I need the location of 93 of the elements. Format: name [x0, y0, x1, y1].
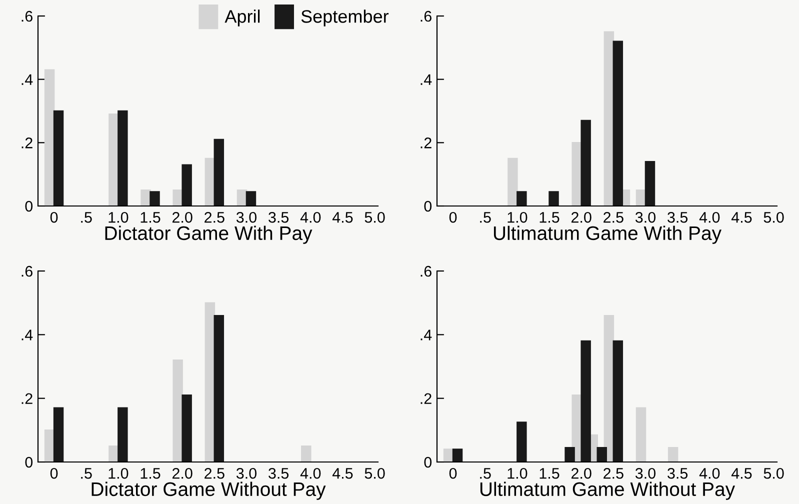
x-tick-label: 5.0 — [364, 212, 385, 223]
bar — [548, 191, 559, 206]
x-tick-label: 2.0 — [571, 468, 592, 479]
x-tick-label: 4.5 — [731, 212, 752, 223]
bar — [508, 158, 518, 206]
x-tick-label: 2.5 — [204, 468, 224, 479]
x-tick-label: 3.5 — [268, 468, 289, 479]
y-tick-label: .4 — [22, 330, 33, 340]
x-tick-label: .5 — [81, 468, 92, 479]
bar — [53, 407, 64, 462]
x-tick-label: 5.0 — [364, 468, 385, 479]
x-tick-label: 1.5 — [140, 212, 160, 223]
x-tick-label: 2.0 — [571, 212, 592, 223]
x-tick-label: 0 — [449, 468, 457, 479]
y-tick-label: 0 — [424, 200, 432, 212]
x-tick-label: 3.0 — [635, 212, 656, 223]
x-tick-label: 2.5 — [204, 212, 224, 223]
x-tick-label: 4.0 — [300, 468, 321, 479]
x-tick-label: 2.0 — [172, 212, 192, 223]
x-tick-label: 4.0 — [300, 212, 321, 223]
bar — [246, 191, 256, 206]
x-tick-label: 3.5 — [268, 212, 289, 223]
bar — [214, 314, 224, 462]
bar — [612, 40, 624, 206]
bar — [118, 110, 128, 206]
x-tick-label: 4.5 — [731, 468, 752, 479]
y-tick-label: .2 — [22, 393, 32, 404]
y-tick-label: .6 — [22, 266, 32, 277]
bar — [182, 164, 192, 206]
y-tick-label: 0 — [25, 200, 33, 212]
x-tick-label: 1.0 — [508, 212, 528, 223]
y-tick-label: .6 — [420, 10, 432, 22]
y-tick-label: .6 — [420, 266, 432, 277]
x-tick-label: 2.5 — [604, 468, 624, 479]
x-tick-label: 4.5 — [332, 212, 353, 223]
y-tick-label: .6 — [22, 10, 32, 22]
y-tick-label: 0 — [424, 456, 432, 468]
x-tick-label: 1.0 — [108, 212, 128, 223]
x-tick-label: 0 — [449, 212, 457, 223]
x-tick-label: 3.0 — [635, 468, 656, 479]
x-tick-label: 5.0 — [764, 468, 784, 479]
bar — [172, 360, 183, 462]
bar — [44, 69, 55, 206]
x-axis-title: Ultimatum Game Without Pay — [480, 482, 736, 500]
bar — [668, 447, 678, 462]
x-axis-title: Dictator Game Without Pay — [92, 482, 326, 500]
y-tick-label: .2 — [420, 393, 432, 404]
legend-label: September — [301, 10, 389, 26]
x-axis-title: Dictator Game With Pay — [105, 226, 312, 244]
bar — [182, 394, 192, 462]
x-tick-label: 4.0 — [699, 468, 720, 479]
x-tick-label: 1.5 — [540, 468, 560, 479]
bar — [150, 191, 160, 206]
bar — [596, 447, 607, 462]
bar — [636, 407, 646, 462]
x-tick-label: 2.5 — [604, 212, 624, 223]
x-tick-label: 5.0 — [764, 212, 784, 223]
x-tick-label: .5 — [480, 212, 491, 223]
x-tick-label: 3.5 — [668, 468, 688, 479]
y-tick-label: .4 — [420, 330, 432, 340]
bar — [580, 340, 591, 462]
x-tick-label: 1.5 — [140, 468, 160, 479]
y-tick-label: .4 — [22, 74, 33, 85]
legend-label: April — [224, 10, 260, 26]
x-tick-label: 4.5 — [332, 468, 353, 479]
x-tick-label: 0 — [50, 212, 58, 223]
x-tick-label: 3.5 — [668, 212, 688, 223]
bar — [118, 407, 128, 462]
bar — [580, 120, 591, 206]
y-tick-label: 0 — [25, 456, 33, 468]
x-tick-label: 3.0 — [236, 468, 257, 479]
y-tick-label: .4 — [420, 74, 432, 85]
bar — [612, 340, 624, 462]
x-tick-label: 2.0 — [172, 468, 192, 479]
x-tick-label: .5 — [81, 212, 92, 223]
x-tick-label: .5 — [480, 468, 491, 479]
x-tick-label: 1.0 — [508, 468, 528, 479]
bar — [516, 422, 527, 462]
x-tick-label: 1.5 — [540, 212, 560, 223]
bar — [516, 191, 527, 206]
x-tick-label: 0 — [50, 468, 58, 479]
y-tick-label: .2 — [22, 138, 32, 148]
bar — [53, 110, 64, 206]
bar — [564, 447, 575, 462]
x-axis-title: Ultimatum Game With Pay — [494, 226, 722, 244]
x-tick-label: 4.0 — [699, 212, 720, 223]
x-tick-label: 3.0 — [236, 212, 257, 223]
x-tick-label: 1.0 — [108, 468, 128, 479]
y-tick-label: .2 — [420, 138, 432, 148]
bar — [452, 448, 463, 462]
bar — [301, 445, 312, 462]
bar — [644, 161, 656, 206]
bar — [214, 138, 224, 206]
